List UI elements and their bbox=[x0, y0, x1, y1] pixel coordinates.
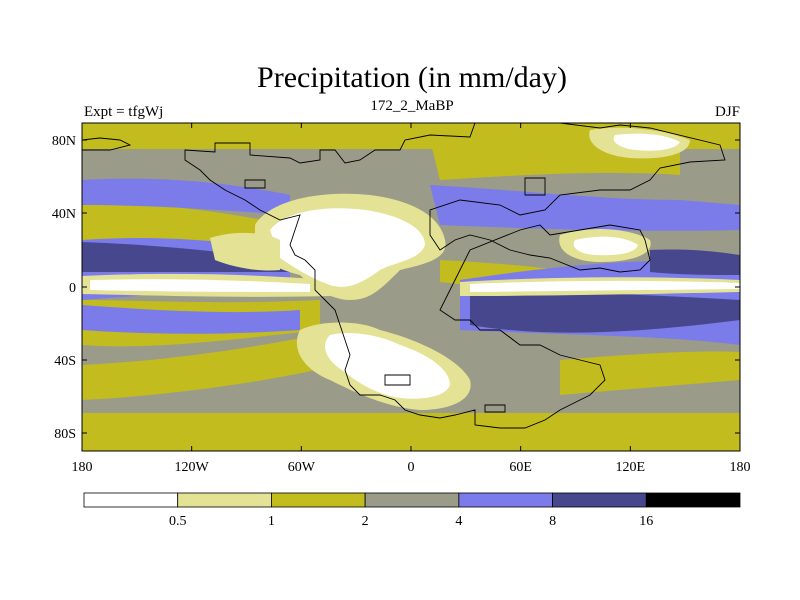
continent-outline bbox=[184, 123, 726, 429]
field-blue-s-pacific bbox=[82, 305, 300, 334]
plot-title: Precipitation (in mm/day) bbox=[257, 61, 567, 94]
lon-tick-label: 0 bbox=[408, 460, 415, 475]
legend-label: 4 bbox=[455, 514, 462, 529]
legend-swatch bbox=[83, 492, 179, 508]
field-olive-indian-s bbox=[560, 351, 740, 395]
legend-label: 16 bbox=[639, 514, 653, 529]
legend-swatch bbox=[271, 492, 366, 508]
precipitation-field bbox=[82, 123, 740, 451]
legend-swatch bbox=[645, 492, 741, 508]
lat-tick-label: 80N bbox=[52, 134, 76, 149]
legend-swatch bbox=[177, 492, 272, 508]
color-legend: 0.5 1 2 4 8 16 bbox=[83, 492, 741, 529]
legend-label: 8 bbox=[549, 514, 556, 529]
lon-tick-label: 180 bbox=[730, 460, 751, 475]
legend-swatch bbox=[458, 492, 553, 508]
field-blue-n-pacific bbox=[82, 178, 290, 215]
season-label: DJF bbox=[715, 104, 740, 120]
lon-tick-label: 60W bbox=[288, 460, 316, 475]
field-pale-west-coast bbox=[210, 232, 280, 271]
longitude-axis: 180 120W 60W 0 60E 120E 180 bbox=[72, 123, 751, 475]
lat-tick-label: 0 bbox=[69, 281, 76, 296]
field-white-arctic bbox=[613, 133, 680, 151]
lon-tick-label: 120E bbox=[616, 460, 646, 475]
field-white-desert-n bbox=[270, 208, 425, 287]
experiment-label: Expt = tfgWj bbox=[84, 104, 163, 120]
legend-label: 1 bbox=[268, 514, 275, 529]
island-outline-4 bbox=[484, 404, 506, 413]
lon-tick-label: 180 bbox=[72, 460, 93, 475]
island-outline-3 bbox=[384, 374, 411, 386]
lat-tick-label: 40S bbox=[54, 354, 76, 369]
latitude-axis: 80N 40N 0 40S 80S bbox=[52, 134, 740, 442]
field-white-asia bbox=[573, 236, 638, 256]
time-label: 172_2_MaBP bbox=[370, 98, 453, 114]
field-white-equator-e bbox=[470, 280, 740, 292]
island-outline-2 bbox=[524, 177, 546, 196]
lat-tick-label: 80S bbox=[54, 427, 76, 442]
island-outline-1 bbox=[244, 179, 266, 189]
legend-swatch bbox=[552, 492, 647, 508]
lon-tick-label: 60E bbox=[509, 460, 532, 475]
legend-label: 2 bbox=[362, 514, 369, 529]
field-south-band bbox=[82, 413, 740, 451]
lat-tick-label: 40N bbox=[52, 207, 76, 222]
lon-tick-label: 120W bbox=[175, 460, 210, 475]
field-white-desert-s bbox=[325, 333, 450, 399]
field-darkblue-ne bbox=[650, 249, 740, 275]
legend-label: 0.5 bbox=[169, 514, 187, 529]
field-blue-tethys bbox=[430, 185, 740, 231]
field-darkblue-e bbox=[470, 292, 740, 333]
field-white-equator-w bbox=[90, 279, 310, 292]
coast-outline-west bbox=[82, 137, 132, 151]
legend-swatch bbox=[364, 492, 460, 508]
field-olive-southern bbox=[82, 330, 360, 400]
